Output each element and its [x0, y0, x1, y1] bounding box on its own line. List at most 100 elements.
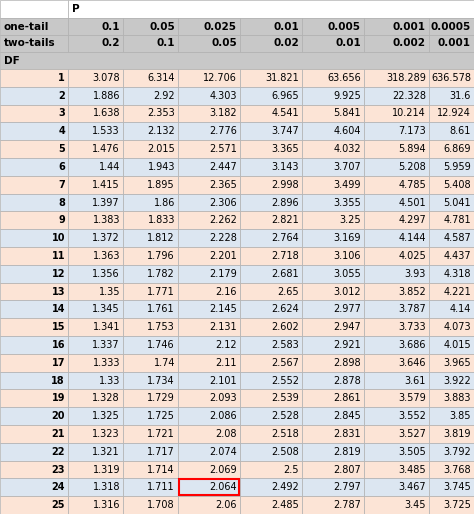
Text: 7: 7: [58, 180, 65, 190]
Text: 10.214: 10.214: [392, 108, 426, 119]
Text: 1.771: 1.771: [147, 286, 175, 297]
Text: 3.686: 3.686: [399, 340, 426, 350]
Text: 3.852: 3.852: [398, 286, 426, 297]
Bar: [68, 211, 123, 229]
Bar: [364, 247, 429, 265]
Text: 1.796: 1.796: [147, 251, 175, 261]
Bar: [123, 176, 178, 194]
Text: 4.785: 4.785: [398, 180, 426, 190]
Text: 0.05: 0.05: [211, 39, 237, 48]
Bar: [302, 105, 364, 122]
Bar: [0, 354, 68, 372]
Text: 6: 6: [58, 162, 65, 172]
Bar: [240, 265, 302, 283]
Text: 2.069: 2.069: [210, 465, 237, 474]
Bar: [364, 496, 429, 514]
Text: 1.729: 1.729: [147, 393, 175, 403]
Bar: [0, 283, 68, 300]
Text: 15: 15: [52, 322, 65, 332]
Bar: [302, 194, 364, 211]
Text: 4.501: 4.501: [398, 197, 426, 208]
Bar: [429, 158, 474, 176]
Text: 1.397: 1.397: [92, 197, 120, 208]
Bar: [68, 407, 123, 425]
Bar: [178, 407, 240, 425]
Text: 16: 16: [52, 340, 65, 350]
Bar: [123, 300, 178, 318]
Text: 24: 24: [52, 482, 65, 492]
Text: 1.33: 1.33: [99, 376, 120, 386]
Text: 22.328: 22.328: [392, 90, 426, 101]
Text: 3.365: 3.365: [272, 144, 299, 154]
Text: 2.819: 2.819: [333, 447, 361, 457]
Bar: [123, 496, 178, 514]
Text: 2.787: 2.787: [333, 500, 361, 510]
Bar: [0, 35, 68, 52]
Text: 1.761: 1.761: [147, 304, 175, 314]
Bar: [68, 354, 123, 372]
Text: 5.841: 5.841: [333, 108, 361, 119]
Bar: [240, 176, 302, 194]
Text: 1.74: 1.74: [154, 358, 175, 368]
Text: 2.101: 2.101: [210, 376, 237, 386]
Bar: [178, 87, 240, 105]
Bar: [240, 122, 302, 140]
Text: 2.492: 2.492: [271, 482, 299, 492]
Text: 2.898: 2.898: [333, 358, 361, 368]
Text: 318.289: 318.289: [386, 73, 426, 83]
Bar: [364, 479, 429, 496]
Bar: [302, 354, 364, 372]
Text: 0.05: 0.05: [149, 22, 175, 31]
Bar: [302, 176, 364, 194]
Bar: [123, 18, 178, 35]
Text: 4.437: 4.437: [443, 251, 471, 261]
Text: 4.221: 4.221: [443, 286, 471, 297]
Text: 3.883: 3.883: [444, 393, 471, 403]
Text: 1.44: 1.44: [99, 162, 120, 172]
Text: 3.579: 3.579: [398, 393, 426, 403]
Bar: [0, 443, 68, 461]
Bar: [178, 176, 240, 194]
Text: 1.725: 1.725: [147, 411, 175, 421]
Bar: [0, 140, 68, 158]
Bar: [178, 158, 240, 176]
Text: one-tail: one-tail: [4, 22, 49, 31]
Bar: [429, 194, 474, 211]
Text: 2.845: 2.845: [333, 411, 361, 421]
Text: 3.505: 3.505: [398, 447, 426, 457]
Bar: [68, 318, 123, 336]
Text: 5: 5: [58, 144, 65, 154]
Bar: [364, 354, 429, 372]
Bar: [429, 425, 474, 443]
Text: 2.567: 2.567: [271, 358, 299, 368]
Text: 8.61: 8.61: [450, 126, 471, 136]
Text: 1.895: 1.895: [147, 180, 175, 190]
Text: 5.041: 5.041: [443, 197, 471, 208]
Bar: [429, 247, 474, 265]
Bar: [178, 69, 240, 87]
Text: 1.318: 1.318: [92, 482, 120, 492]
Bar: [240, 247, 302, 265]
Bar: [429, 176, 474, 194]
Text: 2.16: 2.16: [216, 286, 237, 297]
Text: 6.965: 6.965: [272, 90, 299, 101]
Bar: [364, 336, 429, 354]
Text: 2.921: 2.921: [333, 340, 361, 350]
Text: 12.924: 12.924: [437, 108, 471, 119]
Text: 1.833: 1.833: [147, 215, 175, 225]
Text: 1.734: 1.734: [147, 376, 175, 386]
Bar: [68, 105, 123, 122]
Bar: [68, 247, 123, 265]
Text: 0.025: 0.025: [204, 22, 237, 31]
Text: 3.792: 3.792: [443, 447, 471, 457]
Text: 1.345: 1.345: [92, 304, 120, 314]
Text: 2.262: 2.262: [209, 215, 237, 225]
Bar: [429, 140, 474, 158]
Bar: [302, 407, 364, 425]
Text: 10: 10: [52, 233, 65, 243]
Text: 2.807: 2.807: [333, 465, 361, 474]
Bar: [68, 140, 123, 158]
Text: 4.032: 4.032: [333, 144, 361, 154]
Bar: [240, 283, 302, 300]
Bar: [68, 87, 123, 105]
